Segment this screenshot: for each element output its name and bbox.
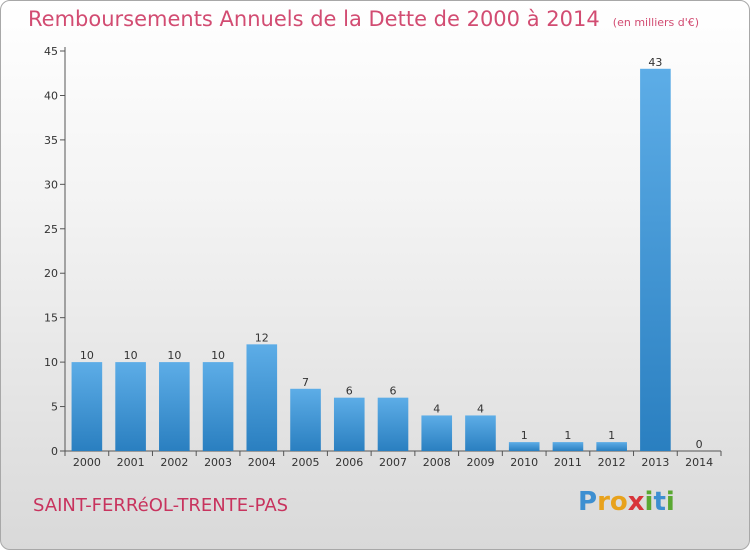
bar-value-label: 4: [477, 402, 484, 415]
x-tick-label: 2003: [204, 456, 232, 469]
logo-letter: r: [597, 487, 610, 517]
bars: 10 10 10 10 12 7 6 6 4 4 1 1 1 43 0: [71, 56, 703, 452]
y-tick-label: 15: [44, 312, 58, 325]
logo-letter: i: [665, 487, 675, 517]
y-tick-label: 45: [44, 45, 58, 58]
logo-letter: P: [578, 487, 598, 517]
chart-subtitle: (en milliers d'€): [612, 16, 700, 29]
y-tick-label: 30: [44, 178, 58, 191]
bar-value-label: 1: [564, 429, 571, 442]
bar: [159, 362, 190, 451]
bar-value-label: 10: [124, 349, 138, 362]
y-tick-label: 35: [44, 134, 58, 147]
x-tick-label: 2002: [160, 456, 188, 469]
bar: [421, 415, 453, 451]
bar-value-label: 7: [302, 376, 309, 389]
bar-value-label: 4: [433, 402, 440, 415]
bar: [508, 442, 540, 451]
bar: [552, 442, 584, 451]
y-tick-label: 5: [51, 401, 58, 414]
bar: [246, 344, 278, 451]
bar: [115, 362, 146, 451]
x-tick-label: 2004: [248, 456, 276, 469]
bar: [640, 68, 671, 452]
logo-letter: t: [653, 487, 666, 517]
x-tick-label: 2006: [335, 456, 363, 469]
bar-value-label: 6: [390, 385, 397, 398]
logo-letter: x: [627, 487, 645, 517]
y-tick-label: 10: [44, 356, 58, 369]
x-tick-label: 2001: [117, 456, 145, 469]
bar-value-label: 12: [255, 331, 269, 344]
x-tick-label: 2009: [466, 456, 494, 469]
x-tick-label: 2014: [685, 456, 713, 469]
bar: [71, 362, 103, 451]
bar-value-label: 1: [521, 429, 528, 442]
bar-value-label: 43: [648, 56, 662, 69]
logo-letter: o: [609, 487, 628, 517]
bar: [202, 362, 234, 451]
y-tick-label: 25: [44, 223, 58, 236]
x-tick-label: 2010: [510, 456, 538, 469]
x-tick-label: 2011: [554, 456, 582, 469]
commune-name: SAINT-FERRéOL-TRENTE-PAS: [33, 495, 289, 516]
x-tick-label: 2005: [292, 456, 320, 469]
bar: [465, 415, 496, 451]
bar-value-label: 0: [696, 438, 703, 451]
x-tick-label: 2008: [423, 456, 451, 469]
bar: [333, 397, 365, 451]
bar-value-label: 10: [167, 349, 181, 362]
x-tick-label: 2007: [379, 456, 407, 469]
chart-title: Remboursements Annuels de la Dette de 20…: [28, 7, 600, 31]
x-tick-label: 2013: [641, 456, 669, 469]
proxiti-logo: Proxiti: [578, 487, 675, 517]
y-tick-label: 40: [44, 89, 58, 102]
bar: [377, 397, 409, 451]
bar-value-label: 10: [211, 349, 225, 362]
bar-value-label: 6: [346, 385, 353, 398]
y-tick-label: 0: [51, 445, 58, 458]
x-tick-label: 2012: [598, 456, 626, 469]
logo-letter: i: [644, 487, 654, 517]
x-tick-label: 2000: [73, 456, 101, 469]
y-tick-label: 20: [44, 267, 58, 280]
title-block: Remboursements Annuels de la Dette de 20…: [28, 7, 699, 31]
bar-value-label: 10: [80, 349, 94, 362]
bar-value-label: 1: [608, 429, 615, 442]
bar: [596, 442, 627, 451]
bar: [290, 388, 321, 451]
